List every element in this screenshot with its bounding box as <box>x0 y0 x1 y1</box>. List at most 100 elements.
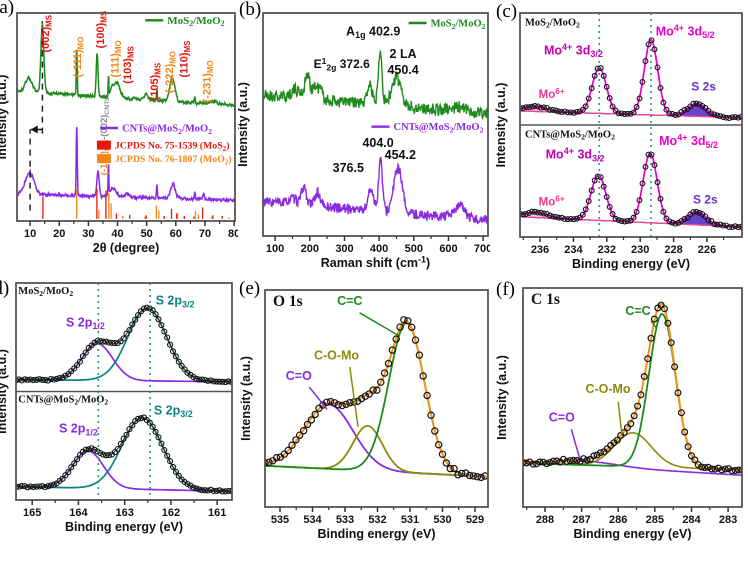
annotation-label: S 2p3/2 <box>154 403 193 419</box>
axis: 10 20 30 40 50 60 70 80 <box>16 12 238 240</box>
x-tick-label: 532 <box>368 514 386 526</box>
leader-line <box>308 386 328 410</box>
series-envelope <box>265 320 488 478</box>
series-xps-data-top <box>520 37 742 122</box>
x-axis-label: Binding energy (eV) <box>572 257 690 271</box>
legend-label: JCPDS No. 76-1807 (MoO2) <box>115 154 232 166</box>
x-tick-label: 529 <box>466 514 484 526</box>
legend-label: MoS2/MoO2 <box>167 15 224 28</box>
plot-series <box>265 316 488 482</box>
leader-line <box>617 401 623 435</box>
annotation-label: CNTs@MoS2/MoO2 <box>18 394 108 406</box>
x-tick-label: 163 <box>116 507 134 519</box>
shift-arrow-icon <box>30 125 38 134</box>
series-xps-data-top <box>16 304 232 386</box>
annotation-label: C=C <box>625 304 650 318</box>
leader-line <box>570 429 581 460</box>
series-c-c-component <box>265 321 488 478</box>
panel-c-xps-mo3d: MoS2/MoO2 Mo4+ 3d3/2 Mo4+ 3d5/2 Mo6+ S 2s CNT… <box>490 0 748 280</box>
annotation-label: Mo4+ 3d5/2 <box>659 133 718 150</box>
annotation-label: CNTs@MoS2/MoO2 <box>525 129 615 141</box>
x-tick-label: 232 <box>598 244 616 256</box>
series-jcpds-no-76-1807-moo2-reference <box>76 188 230 219</box>
x-tick-label: 100 <box>266 243 284 255</box>
y-axis-label: Intensity (a.u.) <box>494 83 508 168</box>
legend-swatch-rect <box>96 140 111 150</box>
panel-d-xps-s2p: MoS2/MoO2 S 2p1/2 S 2p3/2 CNTs@MoS2/MoO2 S 2… <box>0 279 238 565</box>
annotation-label: (110)MS <box>179 41 192 78</box>
annotation-label: (002)MS <box>40 15 53 53</box>
series-jcpds-no-75-1539-mos2-reference <box>42 188 223 219</box>
series-cnts-mos2-moo2-xrd <box>17 127 235 204</box>
series-xps-data-bottom <box>16 414 232 495</box>
x-tick-label: 535 <box>271 514 289 526</box>
plot-title: O 1s <box>273 293 303 310</box>
plot-series <box>523 301 742 476</box>
annotation-label: Mo4+ 3d5/2 <box>656 23 715 40</box>
panel-e-xps-o1s: C=C C-O-Mo C=O O 1s 535 534 533 532 531 530 529 Bin… <box>238 279 490 565</box>
x-tick-label: 70 <box>199 228 211 240</box>
annotation-label: 454.2 <box>385 148 416 162</box>
annotation-label: MoS2/MoO2 <box>18 286 73 298</box>
x-tick-label: 165 <box>23 507 41 519</box>
series-xps-data <box>265 316 488 482</box>
x-tick-label: 287 <box>572 514 590 526</box>
panel-a-xrd: (002)MS (-111)MO (100)MS (111)MO (103)MS (105… <box>0 0 238 280</box>
x-tick-label: 60 <box>170 228 182 240</box>
x-axis-label: Binding energy (eV) <box>317 527 435 541</box>
x-tick-label: 164 <box>69 507 88 519</box>
x-tick-label: 226 <box>698 244 716 256</box>
x-tick-label: 500 <box>405 243 423 255</box>
x-tick-label: 228 <box>664 244 682 256</box>
xps-mo3d-chart: MoS2/MoO2 Mo4+ 3d3/2 Mo4+ 3d5/2 Mo6+ S 2s CNT… <box>494 12 743 271</box>
y-axis-label: Intensity (a.u.) <box>0 349 9 434</box>
series-xps-data-bottom <box>520 151 742 231</box>
annotations: (002)MS (-111)MO (100)MS(111)MO(103)MS (105… <box>29 11 232 211</box>
annotation-label: C=O <box>549 411 575 425</box>
annotation-label: (-231)MO <box>202 60 215 102</box>
series-envelope-bottom <box>16 417 232 492</box>
series-s-2p1-2-component-top <box>16 342 232 383</box>
annotation-label: S 2p1/2 <box>66 315 105 331</box>
plot-series <box>17 22 235 219</box>
panel-f-xps-c1s: C=C C-O-Mo C=O C 1s 288 287 286 285 284 283 Bindin… <box>490 280 748 565</box>
axis: 535 534 533 532 531 530 529 <box>264 289 489 526</box>
x-tick-label: 80 <box>228 228 238 240</box>
plot-series <box>263 50 488 226</box>
x-tick-label: 285 <box>646 514 664 526</box>
annotation-label: S 2p3/2 <box>156 294 195 310</box>
x-tick-label: 284 <box>682 514 701 526</box>
annotation-label: 450.4 <box>387 63 418 77</box>
xps-c1s-chart: C=C C-O-Mo C=O C 1s 288 287 286 285 284 283 Bindin… <box>495 287 743 541</box>
axis: 288 287 286 285 284 283 <box>522 287 743 526</box>
panel-letter-b: (b) <box>239 0 262 20</box>
annotations: MoS2/MoO2 Mo4+ 3d3/2 Mo4+ 3d5/2 Mo6+ S 2s CNT… <box>525 13 718 237</box>
x-tick-label: 286 <box>609 514 627 526</box>
annotation-label: S 2p1/2 <box>59 422 98 438</box>
annotation-label: (-111)MO <box>72 37 85 78</box>
annotation-label: (-222)MO <box>164 51 177 93</box>
series-envelope <box>523 302 742 471</box>
x-tick-label: 230 <box>631 244 649 256</box>
axis: 165 164 163 162 161 <box>15 282 233 519</box>
series-s-2p3-2-component-top <box>16 307 232 383</box>
x-tick-label: 283 <box>719 514 737 526</box>
x-tick-label: 20 <box>53 228 65 240</box>
series-xps-data <box>523 301 742 475</box>
x-tick-label: 236 <box>531 244 549 256</box>
x-tick-label: 40 <box>111 228 123 240</box>
y-axis-label: Intensity (a.u.) <box>495 355 509 440</box>
annotation-label: C-O-Mo <box>585 382 630 396</box>
y-axis-label: Intensity (a.u.) <box>238 82 250 167</box>
legend-label: MoS2/MoO2 <box>431 19 486 31</box>
x-tick-label: 534 <box>303 514 322 526</box>
panel-letter-c: (c) <box>496 1 518 22</box>
x-tick-label: 300 <box>335 243 353 255</box>
legend-swatch-rect <box>96 154 111 164</box>
series-c-c-component <box>523 313 742 471</box>
leader-line <box>650 320 658 329</box>
axis: 100 200 300 400 500 600 700 <box>262 12 490 255</box>
x-tick-label: 288 <box>536 514 554 526</box>
annotation-label: S 2s <box>693 192 718 206</box>
